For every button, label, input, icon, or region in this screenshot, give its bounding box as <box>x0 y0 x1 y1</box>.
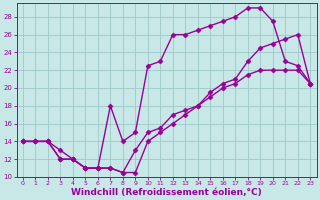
X-axis label: Windchill (Refroidissement éolien,°C): Windchill (Refroidissement éolien,°C) <box>71 188 262 197</box>
